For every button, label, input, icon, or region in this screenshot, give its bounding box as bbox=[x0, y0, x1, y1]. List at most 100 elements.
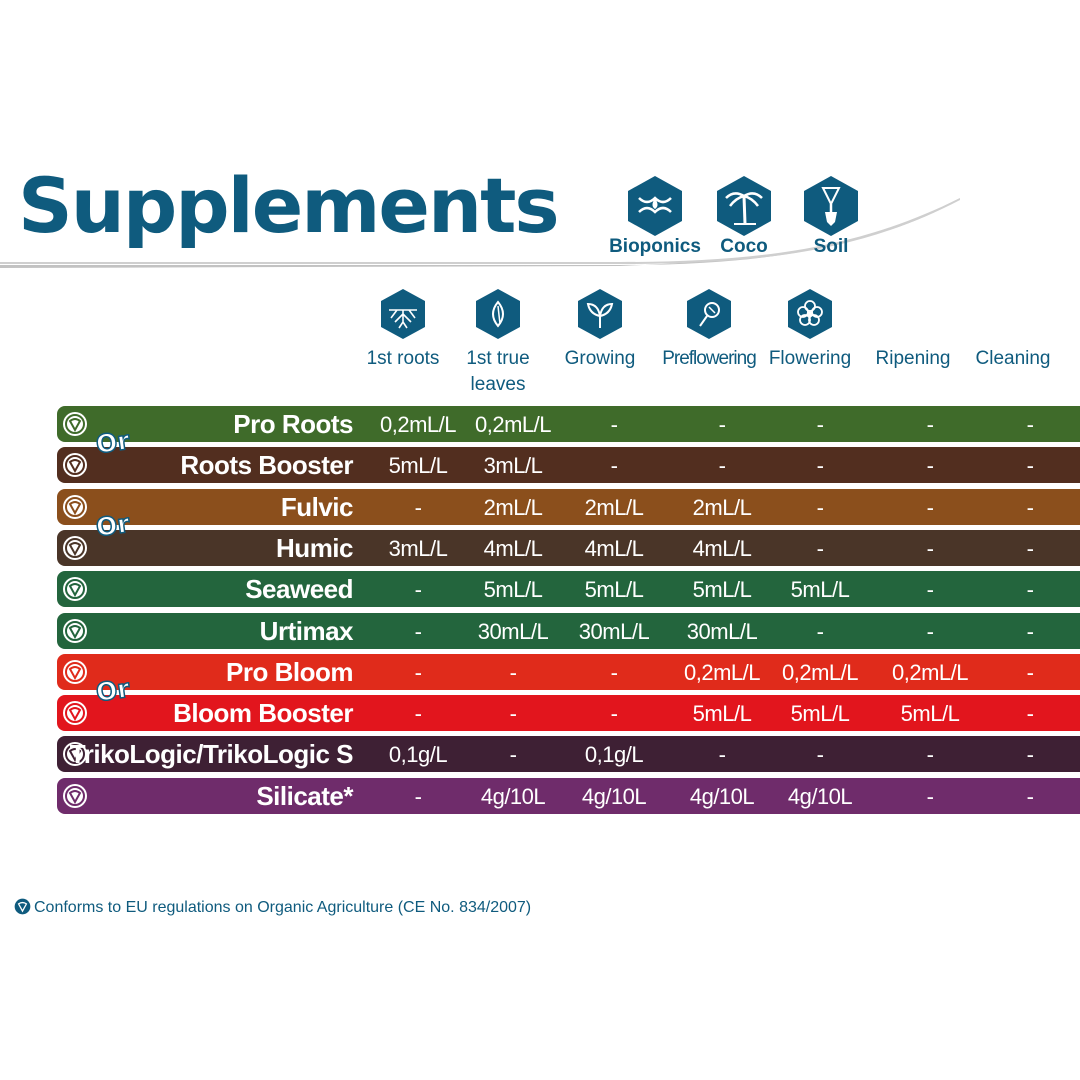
organic-icon bbox=[63, 412, 87, 436]
media-bioponics: Bioponics bbox=[600, 174, 710, 258]
dose-cell: - bbox=[816, 494, 824, 520]
dose-cell: - bbox=[1026, 412, 1034, 437]
media-soil: Soil bbox=[776, 174, 886, 258]
hands-drop-icon bbox=[628, 176, 682, 236]
or-label: Or bbox=[93, 508, 132, 543]
roots-icon bbox=[381, 289, 425, 339]
dose-cell: 0,1g/L bbox=[388, 742, 448, 768]
product-name: Pro Roots bbox=[233, 409, 353, 439]
organic-icon bbox=[63, 618, 87, 643]
dose-cell: 30mL/L bbox=[686, 618, 758, 644]
dose-cell: 5mL/L bbox=[388, 453, 448, 479]
dose-cell: - bbox=[718, 412, 726, 437]
dose-cell: - bbox=[816, 412, 824, 437]
bud-icon bbox=[687, 289, 731, 339]
organic-icon bbox=[63, 535, 87, 560]
product-name: Roots Booster bbox=[180, 450, 353, 481]
dose-cell: 0,1g/L bbox=[584, 742, 644, 768]
dose-cell: 5mL/L bbox=[692, 701, 752, 727]
dose-cell: - bbox=[816, 618, 824, 644]
stage-label: Preflowering bbox=[662, 348, 757, 369]
table-row: Pro Roots 0,2mL/L 0,2mL/L - - - - - bbox=[57, 406, 1080, 442]
dose-cell: - bbox=[926, 412, 934, 437]
dose-cell: - bbox=[718, 742, 726, 768]
stage-label: 1st roots bbox=[366, 348, 440, 369]
dose-cell: 2mL/L bbox=[483, 494, 543, 520]
dose-cell: - bbox=[926, 535, 934, 561]
dose-cell: 5mL/L bbox=[692, 577, 752, 603]
dose-cell: - bbox=[926, 453, 934, 479]
dose-cell: - bbox=[1026, 783, 1034, 809]
media-label: Bioponics bbox=[609, 236, 701, 257]
dose-cell: 4mL/L bbox=[692, 535, 752, 561]
dose-cell: 5mL/L bbox=[790, 701, 850, 727]
dose-cell: 30mL/L bbox=[578, 618, 650, 644]
dose-cell: - bbox=[414, 783, 422, 809]
dose-cell: 3mL/L bbox=[483, 453, 543, 479]
dose-cell: 0,2mL/L bbox=[892, 659, 969, 685]
dose-cell: - bbox=[414, 701, 422, 727]
dose-cell: 4g/10L bbox=[689, 783, 755, 809]
dose-cell: 2mL/L bbox=[584, 494, 644, 520]
dose-cell: - bbox=[1026, 618, 1034, 644]
dose-cell: - bbox=[926, 618, 934, 644]
table-row: Roots Booster 5mL/L 3mL/L - - - - - bbox=[57, 447, 1080, 484]
organic-icon bbox=[14, 898, 31, 915]
leaf-icon bbox=[476, 289, 520, 339]
product-name: Silicate* bbox=[256, 780, 353, 811]
dose-cell: - bbox=[610, 701, 618, 727]
product-name: Bloom Booster bbox=[173, 698, 353, 729]
sprout-icon bbox=[578, 289, 622, 339]
dose-cell: - bbox=[1026, 535, 1034, 561]
dose-cell: - bbox=[1026, 577, 1034, 603]
dose-cell: - bbox=[610, 453, 618, 479]
dose-cell: 0,2mL/L bbox=[475, 412, 552, 437]
dose-cell: - bbox=[509, 701, 517, 727]
stage-label: Cleaning bbox=[975, 348, 1051, 369]
organic-icon bbox=[63, 494, 87, 519]
dose-cell: - bbox=[1026, 494, 1034, 520]
table-row: Seaweed - 5mL/L 5mL/L 5mL/L 5mL/L - - bbox=[57, 571, 1080, 608]
dose-cell: - bbox=[816, 535, 824, 561]
media-label: Soil bbox=[813, 236, 849, 257]
stage-preflowering: Preflowering bbox=[657, 288, 761, 372]
organic-icon bbox=[63, 453, 87, 478]
product-name: Pro Bloom bbox=[226, 656, 353, 687]
dose-cell: - bbox=[509, 659, 517, 685]
dose-cell: 3mL/L bbox=[388, 535, 448, 561]
dose-cell: 4g/10L bbox=[787, 783, 853, 809]
dose-cell: 0,2mL/L bbox=[684, 659, 761, 685]
dose-cell: - bbox=[718, 453, 726, 479]
dose-cell: 30mL/L bbox=[477, 618, 549, 644]
table-row: Bloom Booster - - - 5mL/L 5mL/L 5mL/L - bbox=[57, 695, 1080, 732]
dose-cell: - bbox=[414, 659, 422, 685]
page-title: Supplements bbox=[18, 161, 560, 250]
stage-ripening: Ripening bbox=[861, 288, 965, 372]
flower-icon bbox=[788, 289, 832, 339]
dose-cell: 5mL/L bbox=[900, 701, 960, 727]
dose-cell: 4g/10L bbox=[480, 783, 546, 809]
stage-label: Ripening bbox=[875, 348, 951, 369]
or-label: Or bbox=[93, 673, 132, 708]
media-coco: Coco bbox=[689, 174, 799, 258]
table-row: Pro Bloom - - - 0,2mL/L 0,2mL/L 0,2mL/L - bbox=[57, 653, 1080, 690]
organic-icon bbox=[63, 783, 87, 808]
table-row: Fulvic - 2mL/L 2mL/L 2mL/L - - - bbox=[57, 488, 1080, 525]
dose-cell: - bbox=[509, 742, 517, 768]
stage-label: Growing bbox=[564, 348, 636, 369]
product-name: Humic bbox=[276, 532, 353, 563]
dose-cell: - bbox=[926, 494, 934, 520]
dose-cell: - bbox=[816, 453, 824, 479]
dose-cell: 0,2mL/L bbox=[380, 412, 457, 437]
dose-cell: 2mL/L bbox=[692, 494, 752, 520]
product-name: TrikoLogic/TrikoLogic S bbox=[69, 739, 354, 770]
organic-icon bbox=[63, 577, 87, 602]
dose-cell: 4mL/L bbox=[584, 535, 644, 561]
dose-cell: - bbox=[610, 659, 618, 685]
shovel-icon bbox=[804, 176, 858, 236]
dose-cell: - bbox=[816, 742, 824, 768]
organic-icon bbox=[63, 701, 87, 726]
dose-cell: - bbox=[414, 618, 422, 644]
dose-cell: 0,2mL/L bbox=[782, 659, 859, 685]
table-row: Humic 3mL/L 4mL/L 4mL/L 4mL/L - - - bbox=[57, 529, 1080, 566]
